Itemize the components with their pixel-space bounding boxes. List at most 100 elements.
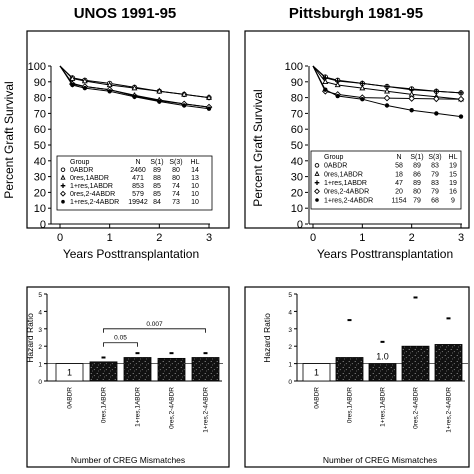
data-point bbox=[157, 99, 162, 104]
plot-frame bbox=[26, 30, 230, 229]
x-axis-label: Number of CREG Mismatches bbox=[323, 455, 437, 465]
bar bbox=[335, 357, 364, 382]
legend-marker bbox=[314, 180, 320, 185]
legend-label: 1+res,2-4ABDR bbox=[324, 197, 373, 204]
data-point bbox=[434, 111, 439, 116]
bar bbox=[368, 363, 397, 382]
legend-marker bbox=[60, 174, 66, 180]
data-point bbox=[408, 95, 416, 102]
category-label: 1+res,1ABDR bbox=[380, 387, 387, 427]
legend-n: 20 bbox=[395, 189, 403, 196]
data-point bbox=[181, 90, 188, 97]
legend-n: 579 bbox=[132, 191, 144, 198]
x-ticks: 0 1 2 3 bbox=[310, 224, 464, 244]
bar bbox=[157, 357, 186, 382]
legend-s3: 74 bbox=[172, 183, 180, 190]
legend-s3: 68 bbox=[431, 197, 439, 204]
series-lines bbox=[312, 65, 465, 119]
legend-header: N bbox=[135, 159, 140, 166]
y-tick-label: 3 bbox=[38, 327, 42, 334]
data-point bbox=[458, 114, 464, 119]
y-tick-label: 1 bbox=[288, 362, 292, 369]
x-ticks: 0 1 2 3 bbox=[57, 224, 212, 244]
data-point bbox=[359, 84, 366, 91]
x-axis-label: Number of CREG Mismatches bbox=[71, 455, 185, 465]
hazard-chart-unos: 0 1 2 3 4 5 Hazard Ratio 1 0ABDR 0res,1ABDR 1+r… bbox=[25, 286, 230, 468]
y-tick-label: 100 bbox=[285, 61, 303, 73]
legend-n: 853 bbox=[132, 183, 144, 190]
data-point bbox=[383, 94, 391, 102]
y-axis-label: Hazard Ratio bbox=[262, 313, 272, 363]
bar bbox=[55, 363, 84, 382]
ci-upper-mark bbox=[347, 319, 352, 322]
legend-label: 1+res,1ABDR bbox=[70, 183, 113, 190]
y-tick-label: 80 bbox=[291, 93, 303, 105]
data-point bbox=[70, 82, 75, 88]
bar-label: 1 bbox=[67, 367, 72, 377]
y-tick-label: 0 bbox=[288, 379, 292, 386]
data-point bbox=[433, 88, 440, 94]
legend-label: 0res,1ABDR bbox=[70, 175, 109, 182]
legend-hl: 13 bbox=[191, 175, 199, 182]
legend-label: 0ABDR bbox=[70, 167, 93, 174]
survival-chart-pittsburgh: Pittsburgh 1981-95 010203040506070809010… bbox=[244, 5, 470, 261]
y-tick-label: 10 bbox=[34, 203, 46, 215]
y-tick-label: 70 bbox=[34, 108, 46, 120]
legend-marker bbox=[315, 198, 319, 202]
category-label: 0ABDR bbox=[67, 387, 74, 409]
legend-s3: 79 bbox=[431, 189, 439, 196]
y-tick-label: 20 bbox=[34, 187, 46, 199]
legend-s3: 83 bbox=[431, 163, 439, 170]
legend-marker bbox=[314, 170, 320, 176]
survival-chart-unos: UNOS 1991-95 0 10 20 30 40 50 60 70 80 90 100 0 1 2 3… bbox=[2, 5, 230, 261]
x-axis-label: Years Posttransplantation bbox=[317, 247, 453, 261]
legend-s1: 86 bbox=[413, 171, 421, 178]
y-tick-label: 50 bbox=[34, 140, 46, 152]
bars: 1 bbox=[55, 352, 220, 382]
x-tick-label: 3 bbox=[206, 232, 212, 244]
legend-n: 47 bbox=[395, 180, 403, 187]
legend-hl: 19 bbox=[449, 163, 457, 170]
data-point bbox=[206, 94, 212, 100]
data-point bbox=[322, 78, 329, 85]
data-point bbox=[82, 85, 88, 91]
data-point bbox=[334, 78, 341, 84]
legend-header: S(3) bbox=[169, 159, 182, 166]
legend-s3: 79 bbox=[431, 171, 439, 178]
category-label: 1+res,2-4ABDR bbox=[203, 387, 210, 433]
y-tick-label: 50 bbox=[291, 140, 303, 152]
y-tick-label: 60 bbox=[34, 124, 46, 136]
data-point bbox=[323, 87, 328, 92]
legend-label: 0res,1ABDR bbox=[324, 171, 363, 178]
legend-header: N bbox=[396, 154, 401, 161]
data-point bbox=[432, 95, 440, 103]
data-point bbox=[458, 90, 464, 96]
legend-hl: 15 bbox=[449, 171, 457, 178]
category-labels: 0ABDR 0res,1ABDR 1+res,1ABDR 0res,2-4ABDR 1+… bbox=[67, 387, 210, 433]
y-tick-label: 5 bbox=[38, 292, 42, 299]
x-tick-label: 0 bbox=[310, 232, 316, 244]
y-tick-label: 80 bbox=[34, 93, 46, 105]
ci-upper-mark bbox=[135, 352, 140, 355]
y-tick-label: 60 bbox=[291, 124, 303, 136]
legend-s1: 89 bbox=[153, 167, 161, 174]
ci-upper-mark bbox=[203, 352, 208, 355]
x-tick-label: 1 bbox=[359, 232, 365, 244]
bars: 11.0 bbox=[302, 296, 463, 382]
bar bbox=[302, 363, 331, 382]
data-point bbox=[81, 77, 88, 84]
legend-n: 19942 bbox=[128, 199, 148, 206]
legend-n: 18 bbox=[395, 171, 403, 178]
legend-header: HL bbox=[191, 159, 200, 166]
data-point bbox=[409, 108, 414, 113]
data-point bbox=[334, 81, 341, 88]
ci-upper-mark bbox=[413, 296, 418, 299]
legend-n: 1154 bbox=[391, 197, 406, 204]
data-point bbox=[131, 84, 138, 91]
data-point bbox=[408, 87, 415, 93]
legend-n: 58 bbox=[395, 163, 403, 170]
y-tick-label: 0 bbox=[40, 219, 46, 231]
y-axis-label: Percent Graft Survival bbox=[251, 89, 265, 206]
